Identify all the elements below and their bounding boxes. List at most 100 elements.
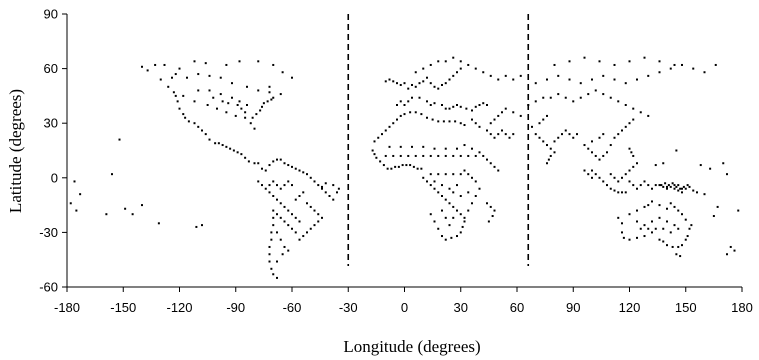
data-point [412,165,415,168]
data-point [669,185,672,188]
data-point [709,167,712,170]
data-point [587,93,590,96]
data-point [643,224,646,227]
data-point [651,231,653,234]
data-point [553,63,556,66]
data-point [448,120,451,123]
data-point [281,71,284,74]
data-point [396,118,398,121]
data-point [268,253,271,256]
data-point [591,151,593,154]
dashed-reference-lines [347,14,530,266]
data-point [444,238,447,241]
data-point [489,162,492,165]
data-point [639,111,642,114]
data-point [726,253,728,256]
data-point [686,235,689,238]
data-point [283,184,286,187]
data-point [186,76,188,79]
data-point [568,60,571,63]
data-point [264,169,267,172]
data-point [261,167,263,170]
data-point [692,67,695,70]
data-point [302,235,305,238]
data-point [712,215,715,218]
data-point [531,125,533,128]
data-point [591,78,593,81]
data-point [489,205,492,208]
data-point [131,213,134,216]
data-point [216,107,218,110]
data-point [257,89,260,92]
data-point [407,87,410,90]
data-point [444,173,447,176]
data-point [208,138,211,141]
data-point [482,71,485,74]
data-point [534,100,537,103]
data-point [504,74,507,77]
data-point [617,216,620,219]
data-point [411,83,413,86]
data-point [658,71,661,74]
data-point [568,78,571,81]
data-point [681,191,683,194]
data-point [527,104,530,106]
data-point [474,180,477,183]
data-point [647,74,650,77]
data-point [602,93,605,96]
data-point [703,71,706,74]
data-point [474,122,477,125]
data-point [172,91,175,94]
data-point [251,116,254,119]
x-axis-title: Longitude (degrees) [343,337,480,356]
data-point [276,198,278,201]
data-point [621,231,623,234]
data-point [208,89,211,92]
data-point [482,154,485,157]
data-point [238,100,241,103]
data-point [448,107,451,110]
data-point [667,184,670,187]
data-point [587,147,590,150]
data-point [660,184,663,187]
data-point [426,76,428,79]
data-point [621,191,623,194]
x-tick-label: 180 [731,300,753,315]
data-point [231,96,233,99]
data-point [497,114,500,117]
data-point [572,136,575,139]
data-point [486,202,488,205]
data-point [557,93,560,96]
data-point [441,209,443,212]
data-point [553,140,556,143]
data-point [486,158,488,161]
data-point [622,236,625,239]
data-point [298,220,301,223]
y-axis-ticks: -60 -30 0 30 60 90 [39,7,67,295]
data-point [474,195,477,197]
data-point [662,240,665,243]
data-point [579,82,582,85]
data-point [197,125,200,128]
data-point [463,220,466,223]
data-point [69,202,72,205]
data-point [598,158,601,161]
data-point [291,184,293,187]
data-point [257,60,260,63]
data-point [234,114,237,117]
data-point [546,78,548,81]
data-point [283,162,286,165]
data-point [454,120,457,123]
data-point [386,167,389,170]
data-point [636,78,638,81]
data-point [291,227,293,230]
data-point [598,136,601,139]
data-point [111,173,113,176]
data-point [414,111,417,114]
data-point [240,107,243,110]
data-point [677,227,680,230]
data-point [688,185,691,188]
data-point [157,222,160,225]
data-point [722,162,725,165]
y-axis-title: Latitude (degrees) [6,89,25,213]
